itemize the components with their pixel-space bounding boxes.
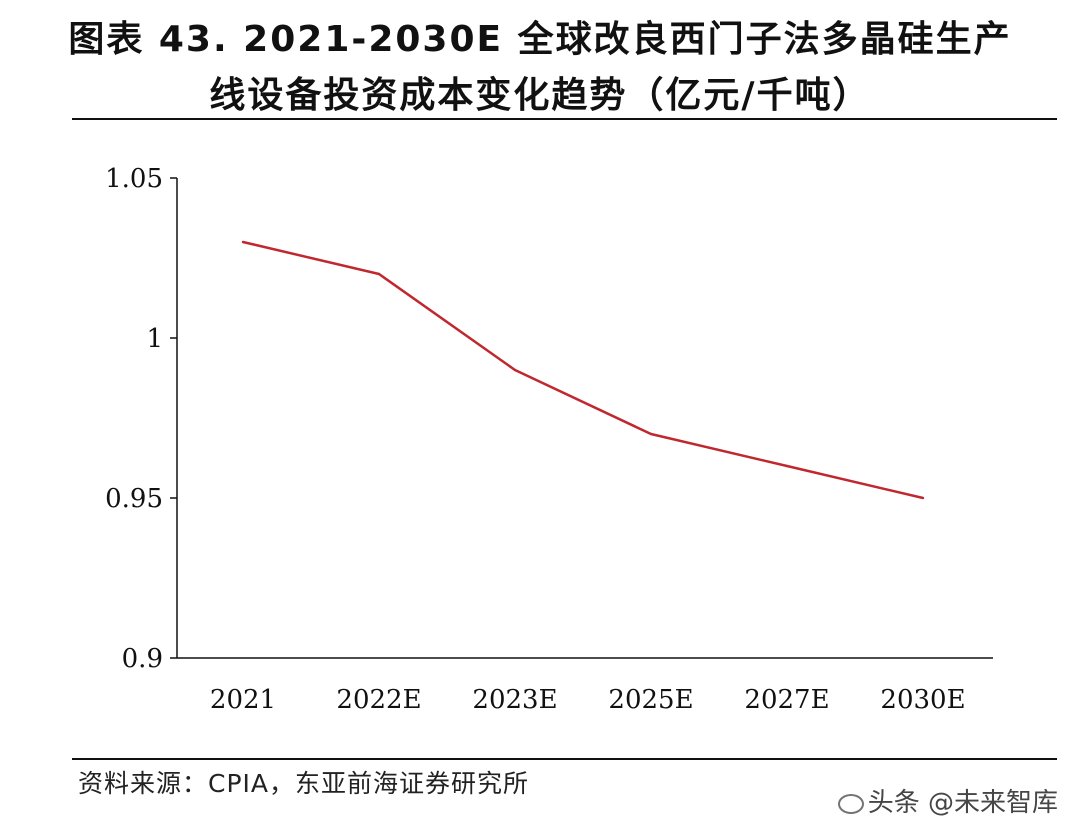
x-tick-label: 2030E (880, 685, 965, 715)
y-tick-label: 1 (146, 324, 163, 354)
x-tick-label: 2027E (744, 685, 829, 715)
y-tick-label: 0.9 (122, 644, 163, 674)
chart-title-line1: 图表 43. 2021-2030E 全球改良西门子法多晶硅生产 (68, 19, 1012, 60)
x-tick-label: 2025E (608, 685, 693, 715)
bottom-rule (72, 758, 1057, 760)
series-line (242, 240, 924, 500)
data-point (513, 368, 517, 372)
series-group (241, 240, 925, 500)
top-rule (72, 118, 1057, 120)
y-tick-label: 0.95 (105, 484, 163, 514)
chart-title-line2: 线设备投资成本变化趋势（亿元/千吨） (209, 75, 871, 116)
x-axis-ticks: 2021 2022E 2023E 2025E 2027E 2030E (210, 685, 966, 715)
data-point (785, 464, 789, 468)
chart-axes (176, 178, 993, 659)
watermark-logo-icon (837, 793, 864, 814)
watermark-text: 头条 @未来智库 (867, 788, 1058, 818)
x-tick-label: 2023E (472, 685, 557, 715)
data-point (377, 272, 381, 276)
y-tick-label: 1.05 (105, 164, 163, 194)
data-point (921, 496, 925, 500)
watermark: 头条 @未来智库 (837, 782, 1058, 819)
line-chart: 1.05 1 0.95 0.9 2021 2022E 2023E 2025E 2027E 203… (105, 164, 993, 715)
x-tick-label: 2022E (336, 685, 421, 715)
data-point (649, 432, 653, 436)
x-tick-label: 2021 (210, 685, 276, 715)
y-axis-ticks: 1.05 1 0.95 0.9 (105, 164, 177, 674)
source-note: 资料来源：CPIA，东亚前海证券研究所 (78, 769, 530, 798)
data-point (241, 240, 245, 244)
